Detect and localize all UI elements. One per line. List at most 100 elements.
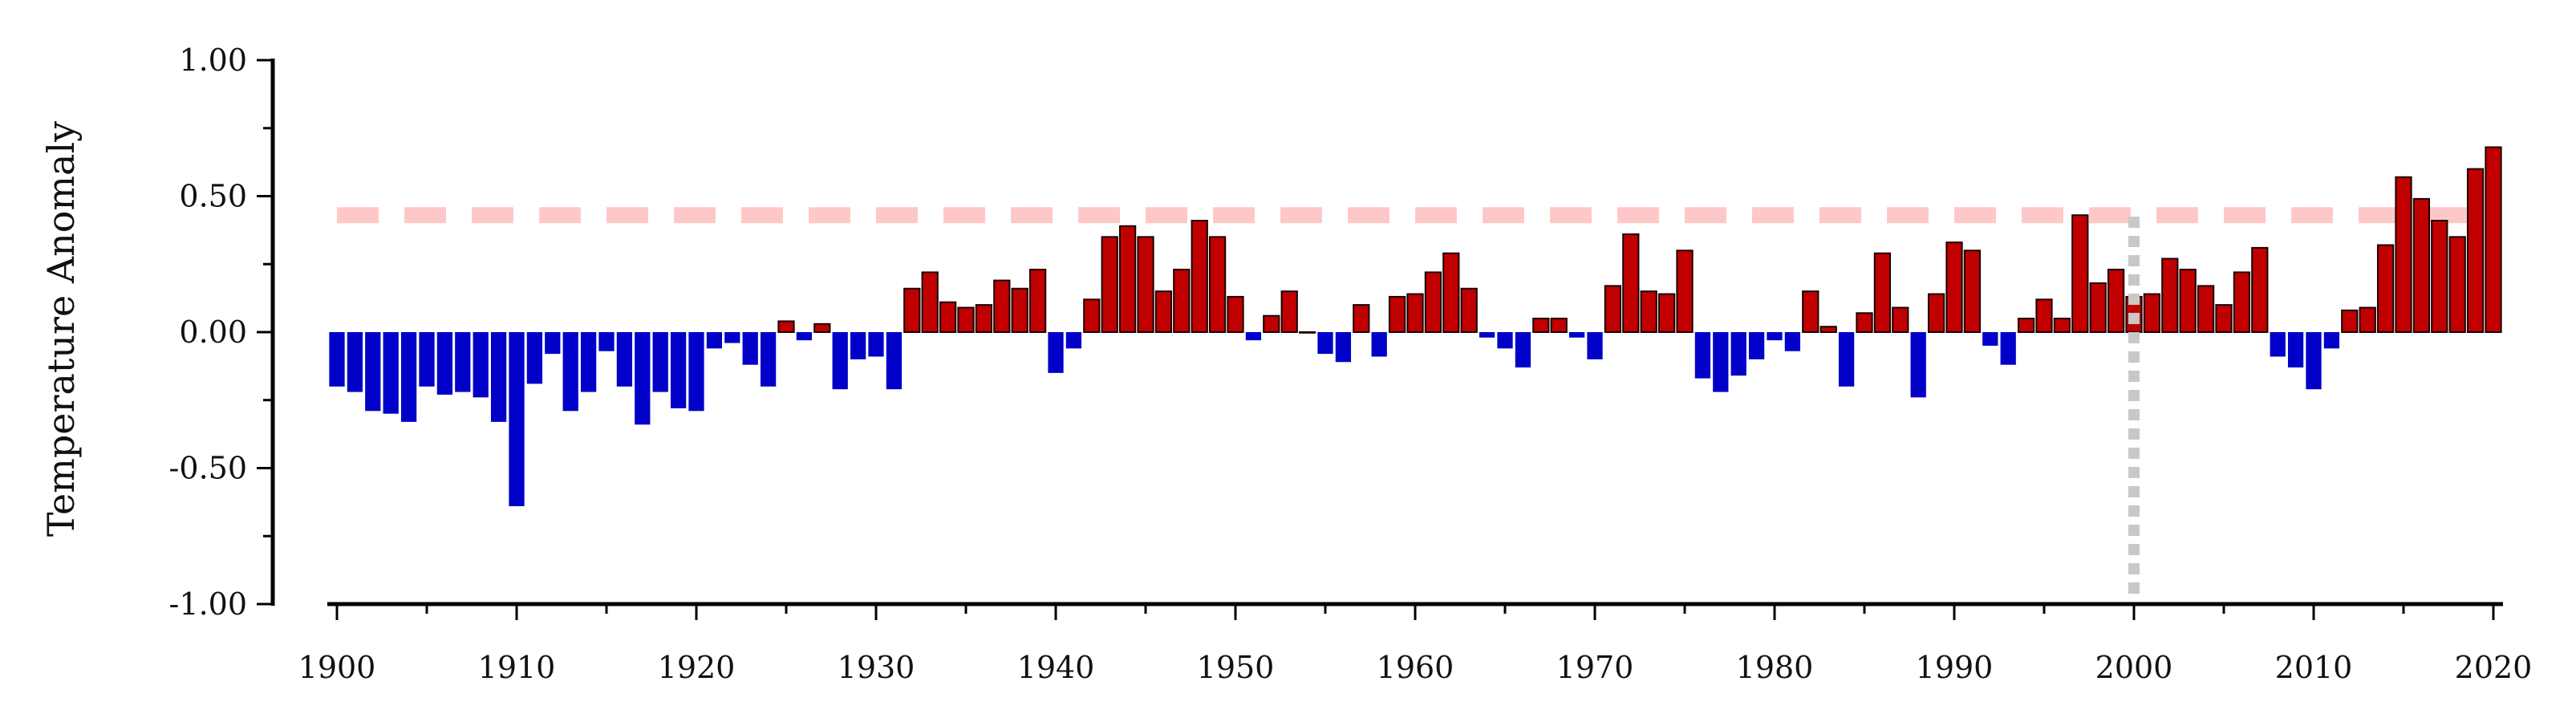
- bar-1974: [1657, 293, 1676, 334]
- bar-1945: [1137, 236, 1154, 334]
- bar-1970: [1587, 332, 1603, 359]
- bar-1964: [1479, 332, 1495, 338]
- bar-1903: [383, 332, 399, 414]
- bar-1960: [1406, 293, 1424, 334]
- bar-1913: [562, 332, 578, 412]
- bar-1958: [1371, 332, 1387, 357]
- bar-1937: [993, 279, 1011, 333]
- bar-1940: [1048, 332, 1064, 373]
- x-tick-label: 1960: [1377, 650, 1454, 685]
- bar-1929: [850, 332, 866, 359]
- bar-1904: [400, 332, 417, 422]
- bar-1928: [832, 332, 848, 390]
- x-ticks-layer: 1900 1910 1920 1930 1940 1950 1960 1970 1980 1990…: [298, 604, 2532, 685]
- bar-1907: [455, 332, 471, 392]
- bar-1918: [652, 332, 668, 392]
- x-tick-label: 2000: [2095, 650, 2173, 685]
- bar-1902: [365, 332, 381, 412]
- bar-1952: [1263, 314, 1280, 334]
- bar-1914: [580, 332, 597, 392]
- bar-1915: [598, 332, 615, 351]
- bar-1916: [616, 332, 633, 387]
- bar-1949: [1208, 236, 1227, 334]
- bar-1996: [2053, 318, 2071, 333]
- x-tick-label: 1950: [1197, 650, 1275, 685]
- bar-1953: [1280, 290, 1298, 333]
- bars-layer: [329, 146, 2502, 506]
- bar-1947: [1173, 269, 1191, 333]
- bar-1933: [921, 271, 939, 334]
- bar-1980: [1767, 332, 1783, 341]
- bar-2002: [2161, 258, 2179, 333]
- bar-1954: [1298, 331, 1316, 334]
- bar-1998: [2089, 282, 2107, 334]
- x-tick-label: 1970: [1556, 650, 1634, 685]
- bar-2020: [2485, 146, 2502, 333]
- bar-1925: [777, 320, 795, 334]
- bar-2006: [2233, 271, 2251, 334]
- bar-1938: [1011, 287, 1028, 334]
- bar-1963: [1460, 287, 1478, 334]
- bar-1989: [1927, 293, 1945, 334]
- bar-2013: [2359, 306, 2376, 333]
- y-tick-label: 0.00: [179, 314, 247, 350]
- y-tick-label: 1.00: [179, 43, 247, 78]
- bar-1999: [2107, 269, 2125, 333]
- bar-1922: [724, 332, 740, 343]
- y-tick-label: 0.50: [179, 179, 247, 214]
- bar-1919: [670, 332, 687, 408]
- bar-1969: [1568, 332, 1585, 338]
- x-tick-label: 1900: [298, 650, 376, 685]
- x-tick-label: 1910: [478, 650, 556, 685]
- bar-1968: [1550, 318, 1568, 333]
- bar-2016: [2412, 197, 2431, 333]
- bar-1986: [1873, 252, 1892, 333]
- x-tick-label: 1990: [1916, 650, 1994, 685]
- bar-1923: [742, 332, 758, 365]
- bar-1900: [329, 332, 345, 387]
- bar-1946: [1154, 290, 1173, 333]
- bar-1956: [1335, 332, 1352, 363]
- bar-1971: [1604, 285, 1622, 333]
- bar-2001: [2143, 293, 2161, 334]
- bar-1932: [903, 287, 921, 334]
- bar-1941: [1065, 332, 1082, 349]
- bar-2014: [2376, 244, 2395, 333]
- bar-1934: [939, 301, 957, 333]
- bar-1983: [1819, 326, 1837, 334]
- x-tick-label: 1980: [1736, 650, 1814, 685]
- y-axis-title: Temperature Anomaly: [39, 121, 83, 537]
- bar-1944: [1118, 225, 1137, 334]
- bar-1997: [2071, 214, 2089, 334]
- bar-1987: [1892, 306, 1909, 333]
- bar-1990: [1945, 241, 1963, 334]
- bar-2019: [2466, 168, 2485, 333]
- bar-1981: [1784, 332, 1801, 351]
- bar-1926: [796, 332, 813, 341]
- bar-1972: [1622, 233, 1640, 333]
- bar-1935: [957, 306, 975, 333]
- bar-1920: [688, 332, 704, 412]
- y-ticks-layer: 1.00 0.50 0.00 -0.50 -1.00: [169, 43, 273, 622]
- bar-1912: [545, 332, 561, 355]
- bar-1966: [1515, 332, 1531, 368]
- bar-1979: [1748, 332, 1765, 359]
- bar-1992: [1982, 332, 1998, 346]
- bar-1962: [1442, 252, 1460, 333]
- bar-1982: [1802, 290, 1819, 333]
- x-tick-label: 1940: [1017, 650, 1095, 685]
- bar-1948: [1191, 220, 1208, 334]
- bar-1978: [1730, 332, 1746, 376]
- bar-1955: [1317, 332, 1333, 355]
- bar-1906: [436, 332, 453, 395]
- bar-1905: [419, 332, 435, 387]
- bar-2015: [2395, 176, 2412, 333]
- bar-1943: [1101, 236, 1118, 334]
- bar-1950: [1227, 295, 1244, 333]
- bar-1967: [1532, 318, 1550, 333]
- bar-1977: [1713, 332, 1729, 392]
- bar-1988: [1910, 332, 1926, 398]
- bar-1927: [813, 322, 831, 333]
- bar-2007: [2251, 246, 2269, 333]
- bar-1961: [1424, 271, 1442, 334]
